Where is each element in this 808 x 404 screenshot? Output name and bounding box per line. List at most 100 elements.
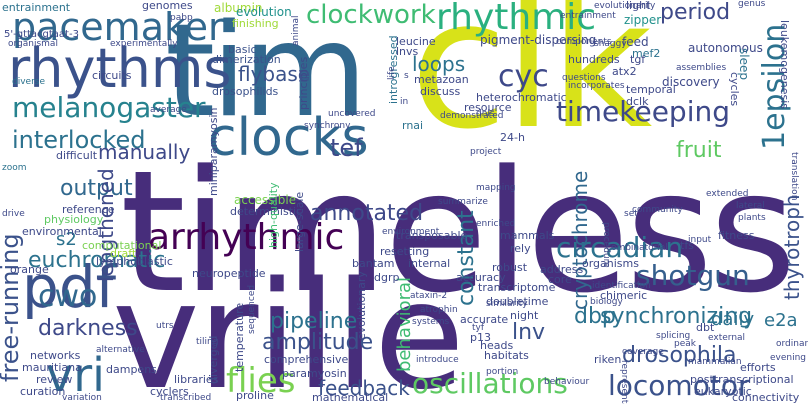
word: project xyxy=(470,147,502,157)
word: manually xyxy=(98,140,191,164)
word: genus xyxy=(738,0,766,9)
word: questions xyxy=(562,73,606,83)
word: eukaryotic xyxy=(694,385,752,398)
word: pabp xyxy=(170,13,193,23)
word: accurate xyxy=(460,313,509,326)
word: dclk xyxy=(626,95,649,108)
word: large-scale xyxy=(293,191,306,252)
word: discovery xyxy=(662,75,720,89)
word: incorporates xyxy=(568,81,625,91)
word: dbp xyxy=(574,304,616,329)
word: extended xyxy=(706,189,749,199)
word: cwo xyxy=(38,279,98,314)
word: mapping xyxy=(476,183,516,193)
word: ordinary xyxy=(776,339,808,349)
word: organismal xyxy=(8,39,58,49)
word: portion xyxy=(486,367,519,377)
word: feed xyxy=(622,35,649,49)
word: neuropeptide xyxy=(192,267,266,280)
word: deterministic xyxy=(230,205,303,218)
word: e2a xyxy=(764,310,798,331)
word: lymphoblastic xyxy=(96,255,173,268)
word: organisms xyxy=(582,257,639,270)
word: lnv xyxy=(512,320,546,345)
word: core xyxy=(548,273,572,286)
word: doubletime xyxy=(486,295,549,308)
word: resetting xyxy=(380,245,430,258)
word: vrille xyxy=(112,250,465,404)
word: thyrotroph xyxy=(780,194,804,300)
word: efforts xyxy=(740,361,776,374)
word: flybase xyxy=(238,62,311,86)
word: daily xyxy=(711,309,755,330)
word: darkness xyxy=(38,316,138,341)
word: flies xyxy=(226,361,296,401)
word: physiology xyxy=(44,213,104,226)
word: translation xyxy=(789,152,799,201)
word: biology xyxy=(590,297,623,307)
word: peak xyxy=(674,339,696,349)
word: fruit xyxy=(676,138,722,163)
word: alternative xyxy=(96,345,145,355)
word: light xyxy=(626,0,651,12)
word: life xyxy=(387,66,397,80)
word: zipper xyxy=(624,13,662,27)
word: review xyxy=(36,373,73,386)
word: behaviour xyxy=(544,377,590,387)
word: summarize xyxy=(438,197,488,207)
word: circuits xyxy=(92,69,132,82)
word: environmental xyxy=(22,225,102,238)
word: systems xyxy=(412,317,450,327)
word: lnvs xyxy=(396,45,419,58)
word: 5'-gttacgtaat-3 xyxy=(4,29,79,40)
word: animal xyxy=(291,15,301,46)
word: synchronizing xyxy=(600,304,753,329)
word: transcribed xyxy=(160,393,212,403)
word: evolutionary xyxy=(355,271,368,340)
word: posttranscriptional xyxy=(690,373,794,386)
word: tfs xyxy=(680,239,694,252)
word: output xyxy=(60,176,133,201)
word: s2 xyxy=(56,229,77,250)
word: temporal xyxy=(626,83,676,96)
word: connectivity xyxy=(732,391,800,404)
word: finishing xyxy=(232,17,279,30)
word: riken xyxy=(594,353,622,366)
word: s xyxy=(404,71,409,81)
word: clk xyxy=(410,0,652,168)
word: dnls xyxy=(476,109,495,119)
word: reference xyxy=(62,203,115,216)
word: uncovered xyxy=(328,109,376,119)
word: albumin xyxy=(214,1,263,15)
word: external xyxy=(708,333,746,343)
word: rhythmic xyxy=(436,0,597,38)
word: combinatorial xyxy=(606,243,668,253)
word: mef2 xyxy=(632,47,661,60)
word: draft xyxy=(110,247,137,260)
word: tef xyxy=(330,134,363,162)
word: dgrp xyxy=(374,271,400,284)
word: cyc xyxy=(498,59,549,94)
word: hundreds xyxy=(568,53,620,66)
word: circadian xyxy=(556,231,684,264)
word: timeless xyxy=(120,134,797,330)
word: free-running xyxy=(0,233,24,382)
word: evolutionarily xyxy=(594,1,656,11)
word: bantam xyxy=(352,257,395,270)
word: ataxin-2 xyxy=(410,291,448,301)
word: enriched xyxy=(476,219,516,229)
word: arrhythmic xyxy=(148,217,345,258)
word: sequenced xyxy=(247,284,257,334)
word: rely xyxy=(510,242,531,255)
word: drosophilids xyxy=(212,85,279,98)
word: shaggy xyxy=(594,39,627,49)
word: principles xyxy=(297,56,310,110)
word: tim xyxy=(165,0,367,146)
word: lateral xyxy=(736,201,765,211)
word: euchromatic xyxy=(28,248,166,273)
word: interlocked xyxy=(12,126,146,154)
word: tgf xyxy=(630,53,646,66)
word: synchrony xyxy=(304,121,351,131)
word: timekeeping xyxy=(556,95,731,128)
word: environment xyxy=(382,227,440,237)
